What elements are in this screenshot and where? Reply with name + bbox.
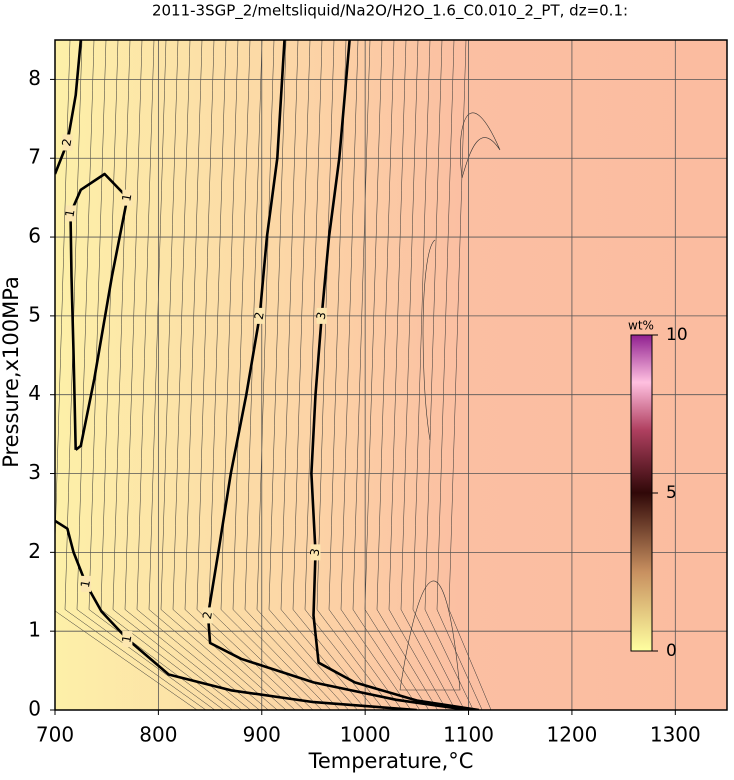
minor-contour xyxy=(160,40,278,710)
minor-contour xyxy=(424,40,474,710)
contour-label: 3 xyxy=(307,547,322,557)
contour-label: 2 xyxy=(200,610,215,620)
y-tick-label: 8 xyxy=(28,66,41,90)
contour-label-bg xyxy=(65,205,76,222)
colorbar-tick-label: 0 xyxy=(666,641,677,661)
minor-contour xyxy=(244,40,340,710)
minor-contour xyxy=(448,40,492,710)
minor-contour xyxy=(208,40,314,710)
contour-label-bg xyxy=(203,607,214,624)
contour-label-bg xyxy=(254,307,265,324)
minor-contour xyxy=(328,40,403,710)
minor-contour xyxy=(196,40,305,710)
colorbar-tick-label: 10 xyxy=(666,325,688,345)
minor-contour xyxy=(172,40,287,710)
minor-contour xyxy=(352,40,421,710)
contour-label-bg xyxy=(122,631,133,648)
y-tick-label: 6 xyxy=(28,224,41,248)
contour-label: 1 xyxy=(119,193,134,203)
plot-frame xyxy=(54,39,728,711)
minor-contour xyxy=(400,40,456,710)
contour-line xyxy=(69,172,129,451)
minor-contour xyxy=(64,40,207,710)
contour-line xyxy=(55,519,417,710)
x-tick-label: 1200 xyxy=(546,723,597,747)
y-axis-label: Pressure,x100MPa xyxy=(0,276,23,468)
minor-contour xyxy=(124,40,251,710)
minor-contour xyxy=(136,40,260,710)
x-axis-label: Temperature,°C xyxy=(308,749,474,773)
minor-contour xyxy=(292,40,376,710)
y-tick-label: 5 xyxy=(28,302,41,326)
colorbar-label: wt% xyxy=(628,319,654,333)
minor-contour xyxy=(55,40,198,710)
minor-contour xyxy=(184,40,296,710)
x-tick-label: 1000 xyxy=(340,723,391,747)
y-tick-label: 2 xyxy=(28,539,41,563)
minor-contour xyxy=(388,40,447,710)
minor-contour xyxy=(304,40,385,710)
y-tick-label: 3 xyxy=(28,460,41,484)
minor-contour xyxy=(316,40,394,710)
contour-label-bg xyxy=(316,307,327,324)
colorbar xyxy=(630,334,653,652)
minor-contour xyxy=(340,40,412,710)
minor-contour xyxy=(256,40,349,710)
minor-contour xyxy=(399,580,461,691)
minor-contour xyxy=(148,40,269,710)
contour-label-bg xyxy=(310,544,321,561)
minor-contour xyxy=(280,40,367,710)
minor-contour xyxy=(220,40,322,710)
contour-line xyxy=(55,40,83,175)
contour-label: 2 xyxy=(252,311,267,321)
contour-label-bg xyxy=(81,575,92,592)
contour-label: 3 xyxy=(314,311,329,321)
x-tick-label: 900 xyxy=(243,723,281,747)
contour-line xyxy=(206,40,469,710)
minor-contour xyxy=(422,239,436,441)
x-tick-label: 700 xyxy=(36,723,74,747)
contour-label: 1 xyxy=(78,579,93,589)
contour-label-bg xyxy=(122,189,133,206)
x-tick-label: 1100 xyxy=(443,723,494,747)
minor-contour xyxy=(112,40,242,710)
contour-line xyxy=(310,40,480,710)
minor-contour xyxy=(460,112,501,179)
minor-contour xyxy=(436,40,483,710)
plot-background xyxy=(55,40,727,710)
minor-contour xyxy=(76,40,215,710)
contour-label: 2 xyxy=(59,137,74,147)
major-contours: 1 1 1 1 2 2 2 3 3 xyxy=(55,40,480,710)
y-tick-label: 7 xyxy=(28,145,41,169)
contour-label: 1 xyxy=(119,634,134,644)
y-tick-label: 1 xyxy=(28,618,41,642)
minor-contour xyxy=(268,40,358,710)
y-tick-label: 4 xyxy=(28,381,41,405)
minor-contour xyxy=(412,40,465,710)
minor-contour xyxy=(376,40,438,710)
colorbar-tick-label: 5 xyxy=(666,483,677,503)
contour-label-bg xyxy=(62,134,73,151)
minor-contour xyxy=(100,40,233,710)
minor-contours xyxy=(55,40,501,710)
minor-contour xyxy=(232,40,331,710)
x-tick-label: 800 xyxy=(139,723,177,747)
x-tick-label: 1300 xyxy=(650,723,701,747)
y-tick-label: 0 xyxy=(28,697,41,721)
contour-label: 1 xyxy=(62,208,77,218)
chart-title: 2011-3SGP_2/meltsliquid/Na2O/H2O_1.6_C0.… xyxy=(152,2,628,21)
